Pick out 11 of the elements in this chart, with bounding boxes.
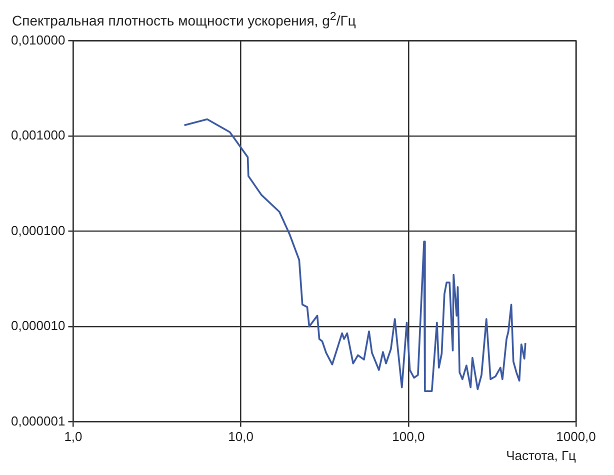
y-tick-label: 0,001000: [10, 127, 66, 142]
x-tick-label: 10,0: [228, 428, 254, 444]
y-tick-label: 0,010000: [10, 32, 66, 48]
x-tick-label: 100,0: [392, 428, 425, 444]
x-tick-label: 1,0: [64, 428, 82, 444]
x-tick-label: 1000,0: [556, 428, 596, 444]
x-axis-title: Частота, Гц: [506, 447, 577, 462]
y-tick-label: 0,000010: [10, 318, 66, 333]
y-axis-title: Спектральная плотность мощности ускорения, g$^{2}$/Гц: [12, 9, 357, 30]
y-tick-label: 0,000100: [10, 222, 66, 238]
y-tick-label: 0,000001: [10, 413, 66, 428]
